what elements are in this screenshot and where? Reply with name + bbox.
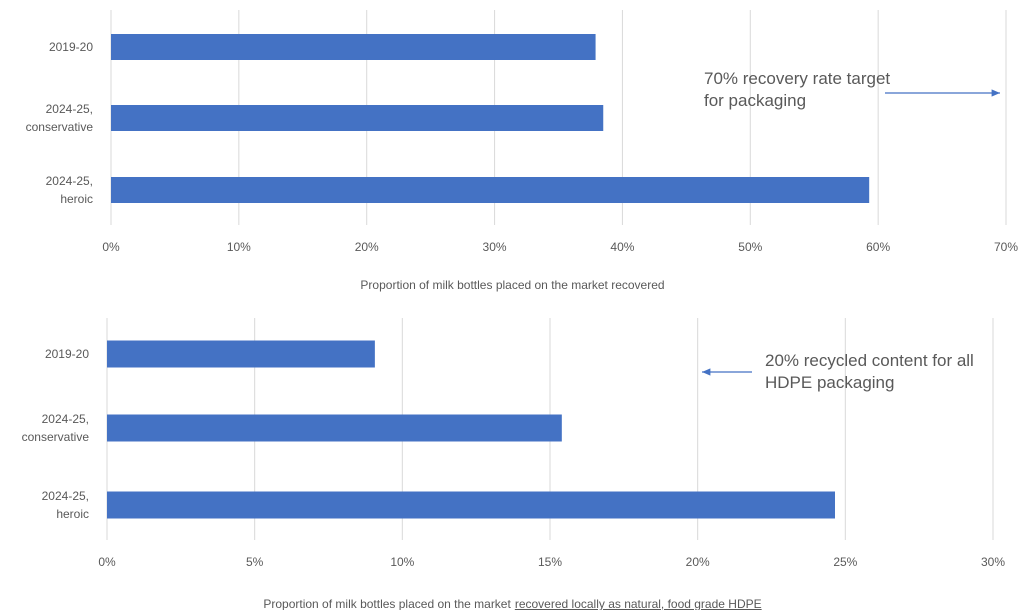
x-tick-label: 60% xyxy=(866,240,891,254)
y-tick-label: 2024-25, conservative xyxy=(25,102,93,134)
y-tick-label: 2019-20 xyxy=(48,40,93,54)
x-tick-label: 0% xyxy=(102,240,120,254)
x-axis-title-text: Proportion of milk bottles placed on the… xyxy=(263,597,511,610)
y-tick-label: 2024-25, heroic xyxy=(45,174,93,206)
x-tick-label: 40% xyxy=(610,240,635,254)
x-tick-label: 50% xyxy=(738,240,763,254)
annotation: 20% recycled content for all HDPE packag… xyxy=(765,351,974,392)
x-tick-label: 10% xyxy=(226,240,251,254)
x-tick-label: 30% xyxy=(482,240,507,254)
x-tick-label: 10% xyxy=(390,555,415,569)
x-tick-label: 15% xyxy=(537,555,563,569)
x-axis-title: Proportion of milk bottles placed on the… xyxy=(0,595,1025,610)
y-tick-label: 2024-25, conservative xyxy=(21,412,89,444)
x-tick-label: 5% xyxy=(245,555,264,569)
y-tick-label: 2019-20 xyxy=(44,347,89,361)
x-axis-title-emphasis: recovered locally as natural, food grade… xyxy=(514,597,762,610)
bar xyxy=(111,105,604,131)
y-tick-label: 2024-25, heroic xyxy=(41,489,89,521)
bar xyxy=(107,340,375,368)
annotation: 70% recovery rate target for packaging xyxy=(704,69,891,110)
x-axis-title: Proportion of milk bottles placed on the… xyxy=(360,278,665,292)
x-tick-label: 20% xyxy=(354,240,379,254)
x-tick-label: 0% xyxy=(98,555,116,569)
bar xyxy=(107,491,835,519)
bar xyxy=(111,177,870,203)
bar xyxy=(107,414,562,442)
x-tick-label: 30% xyxy=(980,555,1006,569)
bar xyxy=(111,34,596,60)
x-tick-label: 20% xyxy=(685,555,710,569)
x-tick-label: 70% xyxy=(993,240,1019,254)
x-tick-label: 25% xyxy=(833,555,858,569)
